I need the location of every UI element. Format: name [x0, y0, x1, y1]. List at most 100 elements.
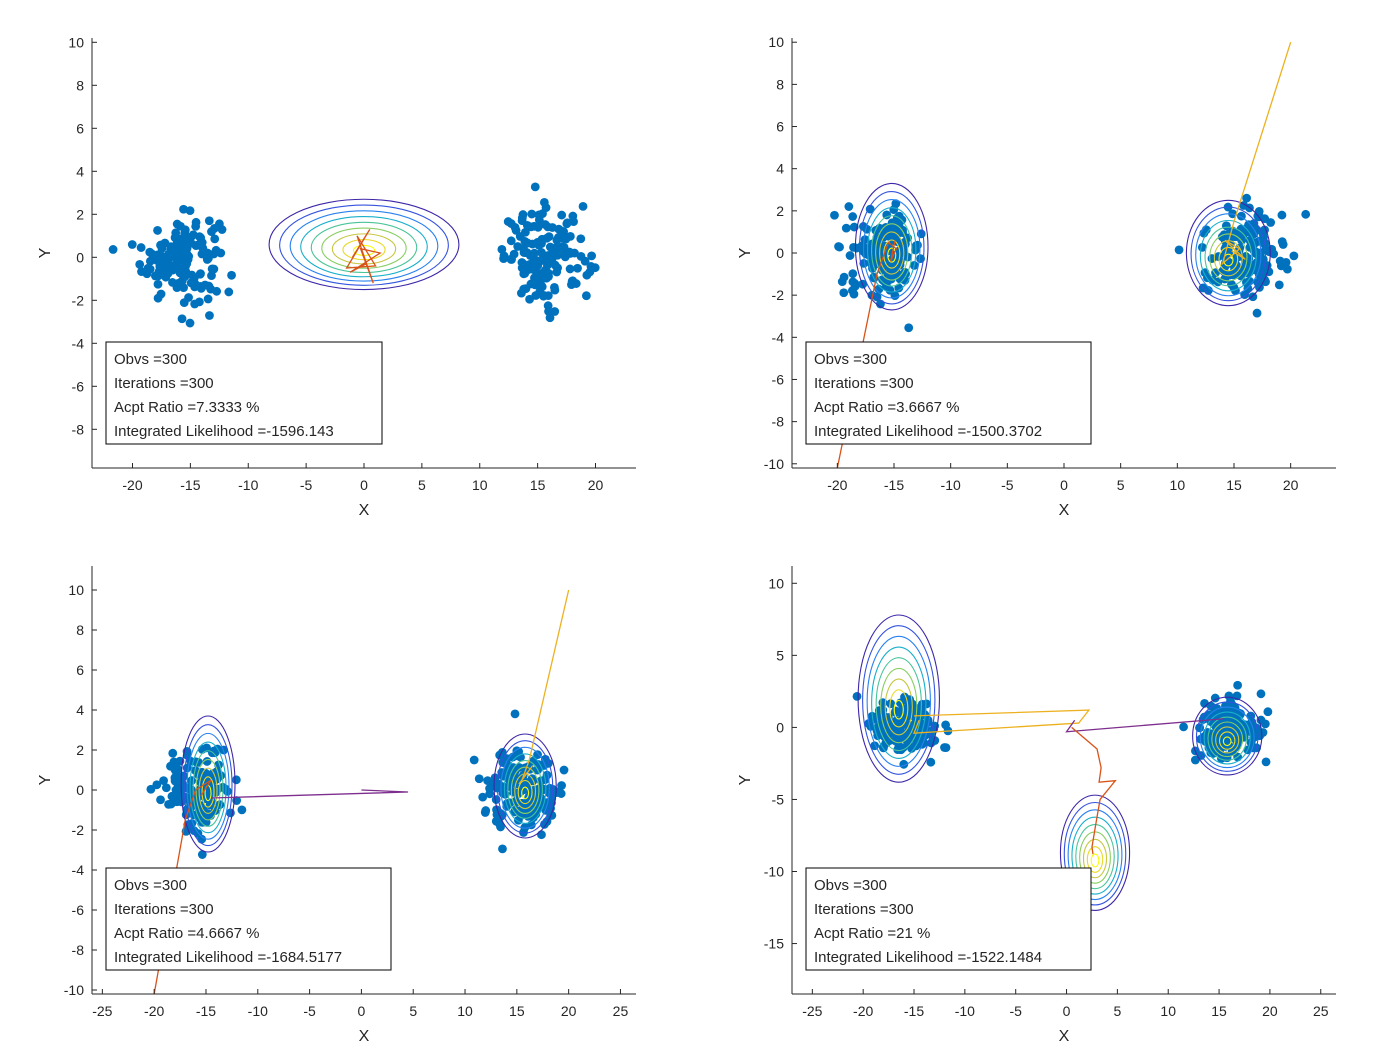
annotation-line: Acpt Ratio =7.3333 % — [114, 399, 260, 416]
contour-level — [500, 746, 550, 829]
scatter-point — [904, 323, 914, 333]
contour-level — [875, 223, 909, 281]
x-tick-label: -15 — [884, 477, 904, 493]
contour-level — [1204, 226, 1253, 287]
contour-level — [1075, 824, 1115, 890]
scatter-point — [565, 264, 575, 274]
scatter-point — [882, 210, 892, 220]
scatter-point — [146, 784, 156, 794]
scatter-point — [175, 783, 185, 793]
contour-level — [1063, 801, 1127, 906]
scatter-point — [1252, 257, 1262, 267]
scatter-point — [565, 231, 575, 241]
mcmc-chain-0 — [345, 229, 382, 284]
scatter-point — [517, 213, 527, 223]
mcmc-chain-2 — [1071, 726, 1117, 855]
contour-level — [201, 776, 215, 808]
x-tick-label: -10 — [238, 477, 258, 493]
contour-level — [1203, 711, 1251, 765]
contour-level — [1086, 846, 1104, 873]
scatter-series-0 — [108, 204, 236, 328]
scatter-point — [210, 223, 219, 233]
y-tick-label: -4 — [772, 329, 785, 345]
scatter-point — [161, 783, 171, 793]
scatter-series-1 — [497, 182, 600, 323]
scatter-point — [573, 263, 582, 273]
scatter-point — [153, 279, 163, 289]
scatter-point — [1274, 280, 1284, 290]
scatter-point — [553, 263, 563, 273]
scatter-point — [1242, 193, 1252, 203]
contour-level — [889, 689, 909, 728]
subplot-bottom-left: -25 -20 -15 -10 -5 0 5 10 15 20 25-10-8-6-4-202468… — [37, 566, 636, 1045]
y-tick-label: 5 — [776, 647, 784, 663]
scatter-point — [168, 748, 178, 758]
scatter-point — [543, 251, 553, 260]
mcmc-chain-0 — [836, 240, 898, 468]
scatter-point — [940, 743, 949, 752]
x-tick-label: -20 — [144, 1003, 164, 1019]
contour-level — [503, 753, 547, 824]
scatter-point — [530, 273, 539, 283]
annotation-line: Iterations =300 — [114, 901, 214, 918]
annotation-line: Obvs =300 — [814, 877, 887, 894]
scatter-point — [184, 783, 194, 793]
x-tick-label: -20 — [853, 1003, 873, 1019]
contour-level — [183, 724, 233, 847]
scatter-point — [1277, 210, 1287, 220]
y-tick-label: -10 — [764, 456, 784, 472]
scatter-point — [569, 217, 578, 227]
contour-level — [875, 657, 922, 752]
scatter-point — [1231, 723, 1241, 733]
y-tick-label: 8 — [76, 77, 84, 93]
scatter-point — [172, 219, 182, 229]
x-tick-label: 0 — [1060, 477, 1068, 493]
scatter-point — [159, 776, 168, 786]
scatter-point — [534, 215, 544, 225]
annotation-line: Integrated Likelihood =-1596.143 — [114, 423, 334, 440]
scatter-point — [185, 318, 195, 328]
contour-level — [289, 210, 439, 282]
annotation-border — [105, 867, 392, 971]
contour-level — [1067, 809, 1123, 901]
scatter-point — [543, 222, 553, 232]
contour-level — [268, 198, 460, 291]
y-tick-label: -2 — [772, 287, 785, 303]
scatter-point — [1230, 264, 1239, 274]
scatter-point — [849, 242, 858, 252]
y-tick-label: -15 — [764, 936, 784, 952]
scatter-point — [580, 256, 590, 266]
scatter-point — [839, 288, 849, 298]
y-tick-label: 8 — [776, 76, 784, 92]
y-tick-label: 4 — [76, 702, 84, 718]
x-tick-label: 10 — [457, 1003, 473, 1019]
scatter-point — [135, 259, 145, 269]
y-tick-label: 6 — [76, 120, 84, 136]
scatter-point — [1260, 719, 1270, 729]
scatter-point — [156, 289, 166, 299]
scatter-point — [160, 261, 170, 271]
y-tick-label: 10 — [68, 34, 84, 50]
scatter-point — [902, 704, 912, 714]
contour-level — [1218, 731, 1236, 750]
contour-level — [1192, 696, 1263, 776]
scatter-point — [519, 828, 528, 837]
x-tick-label: -20 — [827, 477, 847, 493]
scatter-point — [207, 264, 217, 274]
scatter-point — [197, 850, 207, 859]
contour-level — [862, 625, 936, 775]
scatter-point — [553, 250, 563, 260]
subplot-bottom-right: -25 -20 -15 -10 -5 0 5 10 15 20 25 -15 -10 -5 0 5 10 X Y Ob… — [737, 566, 1336, 1045]
annotation-line: Acpt Ratio =3.6667 % — [814, 399, 960, 416]
scatter-point — [184, 293, 193, 302]
y-tick-label: 0 — [76, 249, 84, 265]
scatter-point — [217, 225, 227, 234]
x-tick-label: 15 — [530, 477, 546, 493]
scatter-point — [941, 720, 951, 730]
scatter-point — [137, 267, 146, 277]
plot-area — [146, 589, 570, 994]
scatter-point — [529, 248, 539, 258]
x-tick-label: -15 — [196, 1003, 216, 1019]
scatter-point — [920, 731, 930, 741]
